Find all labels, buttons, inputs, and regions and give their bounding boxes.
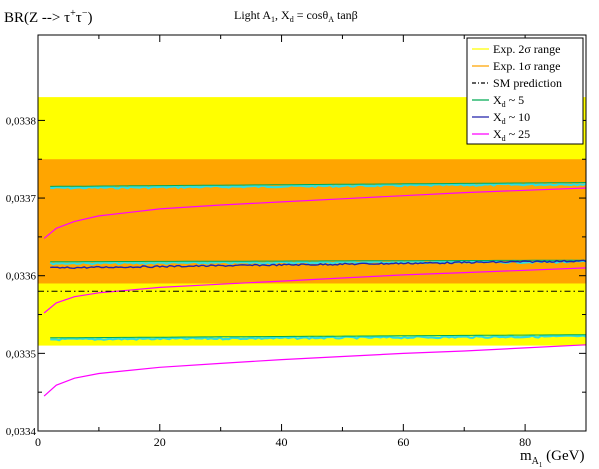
x-tick-label: 20 [154,435,166,449]
y-tick-label: 0,0337 [6,193,37,205]
chart-title-part: tanβ [334,8,358,22]
legend-label-part: ~ 5 [506,93,525,107]
y-axis-label-part: ) [87,10,92,26]
tick-layer: 0 20 40 60 80 0,0334 0,0335 0,0336 0,0337 0,0338 [6,35,587,449]
cyan-scatter-band [50,334,587,342]
x-tick-label: 0 [35,435,41,449]
legend-label-part: X [493,110,502,124]
series-2-curve-1 [43,267,587,314]
legend-label: Xd ~ 25 [493,127,530,143]
legend-label-part: d [502,100,506,109]
series-0-curve-2 [50,334,587,339]
series-0-curve-0 [50,182,587,187]
y-tick-label: 0,0336 [6,271,37,283]
legend-label-part: X [493,127,502,141]
x-axis-label-part: 1 [539,461,543,469]
legend-label-part: d [502,117,506,126]
x-tick-label: 80 [519,435,531,449]
legend-label-part: X [493,93,502,107]
plot-frame [37,34,587,432]
x-tick-label: 60 [397,435,409,449]
chart-title-part: Light A [234,8,271,22]
chart-title-part: = cosθ [294,8,329,22]
y-tick-label: 0,0338 [6,115,37,127]
chart-title-part: 1 [271,15,275,24]
x-axis-label: mA1 (GeV) [520,448,584,469]
legend-label: Exp. 2σ range [493,42,560,56]
series-1-curve-0 [50,259,587,270]
legend-label: Xd ~ 10 [493,110,530,126]
series-layer [43,182,587,397]
legend-label: SM prediction [493,76,562,90]
series-2-curve-0 [43,187,587,239]
label-layer: BR(Z --> τ+τ−) Light A1, Xd = cosθA tanβm… [4,8,584,469]
y-axis-label-part: BR(Z --> τ [4,10,70,26]
legend-label: Xd ~ 5 [493,93,524,109]
legend-box [466,37,584,145]
chart-title-part: , X [275,8,290,22]
chart-title-part: d [290,15,294,24]
legend: Exp. 2σ range Exp. 1σ range SM prediction X… [466,37,584,145]
series-2-curve-2 [43,344,587,397]
series-0-curve-1 [50,259,586,263]
cyan-scatter-band [49,259,587,266]
chart-title-part: A [328,15,334,24]
x-axis-label-part: (GeV) [542,448,584,464]
y-axis-label: BR(Z --> τ+τ−) [4,8,92,26]
x-axis-label-part: m [520,448,532,464]
legend-label-part: d [502,134,506,143]
y-axis-label-part: − [82,8,88,19]
legend-label-part: ~ 10 [506,110,531,124]
y-tick-label: 0,0335 [6,348,37,360]
x-tick-label: 40 [276,435,288,449]
y-axis-label-part: + [70,8,76,19]
y-tick-label: 0,0334 [6,426,37,438]
x-axis-label-part: A [532,456,540,467]
y-axis-label-part: τ [76,10,82,26]
legend-label: Exp. 1σ range [493,59,560,73]
chart-title: Light A1, Xd = cosθA tanβ [234,8,358,24]
legend-label-part: ~ 25 [506,127,531,141]
